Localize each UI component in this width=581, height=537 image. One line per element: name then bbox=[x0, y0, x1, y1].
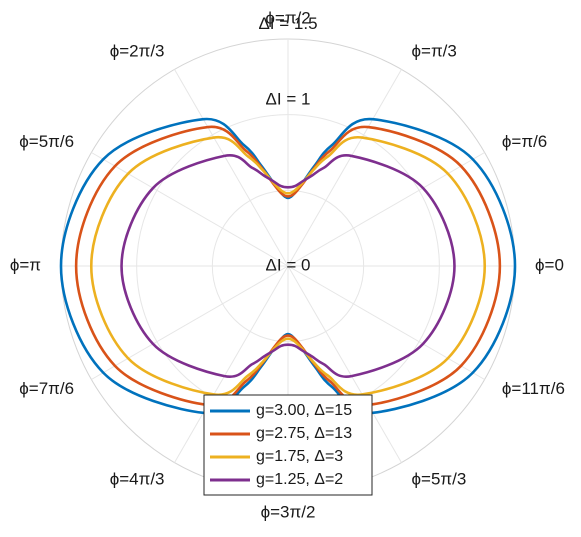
legend: g=3.00, Δ=15 g=2.75, Δ=13 g=1.75, Δ=3 g=1.2… bbox=[203, 394, 373, 496]
grid-spoke bbox=[287, 265, 402, 463]
angle-tick-label: ϕ=0 bbox=[535, 255, 564, 274]
radial-tick-label: ΔI = 1 bbox=[266, 90, 311, 109]
angle-tick-label: ϕ=7π/6 bbox=[19, 379, 74, 398]
legend-entry: g=1.25, Δ=2 bbox=[256, 471, 343, 488]
series-line-4 bbox=[120, 154, 456, 378]
legend-entry: g=3.00, Δ=15 bbox=[256, 402, 352, 419]
legend-entry: g=2.75, Δ=13 bbox=[256, 425, 352, 442]
angle-tick-label: ϕ=5π/6 bbox=[19, 132, 74, 151]
angle-tick-label: ϕ=π bbox=[10, 255, 41, 274]
angle-tick-label: ϕ=π/2 bbox=[265, 8, 310, 27]
radial-tick-labels: ΔI = 0 ΔI = 1 ΔI = 1.5 bbox=[258, 14, 317, 274]
grid-spoke bbox=[174, 69, 289, 267]
grid-spoke bbox=[287, 69, 402, 267]
angle-tick-label: ϕ=π/6 bbox=[502, 132, 547, 151]
radial-tick-label: ΔI = 1.5 bbox=[258, 14, 317, 33]
angle-tick-label: ϕ=3π/2 bbox=[261, 502, 316, 521]
series-layer bbox=[59, 117, 517, 415]
angle-tick-label: ϕ=π/3 bbox=[412, 42, 457, 61]
series-line-3 bbox=[89, 136, 487, 396]
angle-tick-label: ϕ=2π/3 bbox=[110, 42, 165, 61]
radial-tick-label: ΔI = 0 bbox=[266, 255, 311, 274]
angular-tick-labels: ϕ=0 ϕ=π/6 ϕ=π/3 ϕ=π/2 ϕ=2π/3 ϕ=5π/6 ϕ=π ϕ=7π/6 ϕ… bbox=[10, 8, 565, 521]
grid-spoke bbox=[91, 265, 289, 380]
grid-spoke bbox=[91, 152, 289, 267]
angle-tick-label: ϕ=4π/3 bbox=[110, 469, 165, 488]
grid-spoke bbox=[174, 265, 289, 463]
grid-spoke bbox=[287, 265, 485, 380]
grid-spoke bbox=[287, 152, 485, 267]
angle-tick-label: ϕ=5π/3 bbox=[412, 469, 467, 488]
angle-tick-label: ϕ=11π/6 bbox=[502, 379, 565, 398]
legend-entry: g=1.75, Δ=3 bbox=[256, 448, 343, 465]
